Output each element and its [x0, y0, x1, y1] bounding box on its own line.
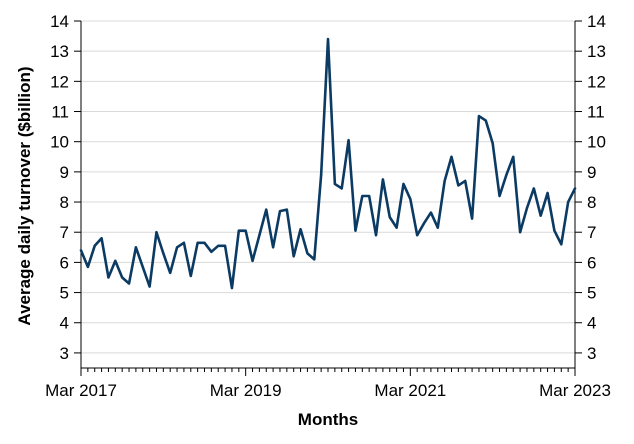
y-tick-label-right: 9: [587, 163, 596, 182]
y-axis-title: Average daily turnover ($billion): [15, 66, 34, 325]
x-axis-ticks: Mar 2017 Mar 2019 Mar 2021 Mar 2023: [45, 368, 611, 400]
y-tick-label-right: 11: [587, 103, 605, 122]
y-tick-label: 3: [60, 344, 69, 363]
y-tick-label-right: 8: [587, 193, 596, 212]
y-tick-label-right: 13: [587, 42, 606, 61]
x-tick-label: Mar 2017: [45, 381, 117, 400]
y-tick-label: 8: [60, 193, 69, 212]
gridlines: [81, 20, 575, 354]
series: [79, 37, 577, 290]
y-tick-label: 12: [50, 72, 69, 91]
series-line: [79, 37, 577, 290]
y-tick-label: 7: [60, 223, 69, 242]
y-tick-label: 14: [50, 12, 69, 31]
y-axis-right-ticks: 3 4 5 6 7 8 9 10 11 12 13 14: [575, 12, 606, 363]
y-tick-label: 13: [50, 42, 69, 61]
x-tick-label: Mar 2019: [210, 381, 282, 400]
x-tick-label: Mar 2023: [539, 381, 611, 400]
y-tick-label-right: 3: [587, 344, 596, 363]
y-axis-left-ticks: 3 4 5 6 7 8 9 10 11 12 13 14: [50, 12, 81, 363]
y-tick-label-right: 7: [587, 223, 596, 242]
y-tick-label: 4: [60, 314, 69, 333]
y-tick-label-right: 6: [587, 253, 596, 272]
y-tick-label: 9: [60, 163, 69, 182]
y-tick-label-right: 4: [587, 314, 596, 333]
x-tick-label: Mar 2021: [374, 381, 446, 400]
y-tick-label-right: 12: [587, 72, 606, 91]
y-tick-label-right: 14: [587, 12, 606, 31]
y-tick-label: 10: [50, 133, 69, 152]
x-axis-title: Months: [298, 410, 358, 429]
y-tick-label: 6: [60, 253, 69, 272]
y-tick-label: 11: [51, 103, 69, 122]
y-tick-label: 5: [60, 284, 69, 303]
y-tick-label-right: 10: [587, 133, 606, 152]
y-tick-label-right: 5: [587, 284, 596, 303]
